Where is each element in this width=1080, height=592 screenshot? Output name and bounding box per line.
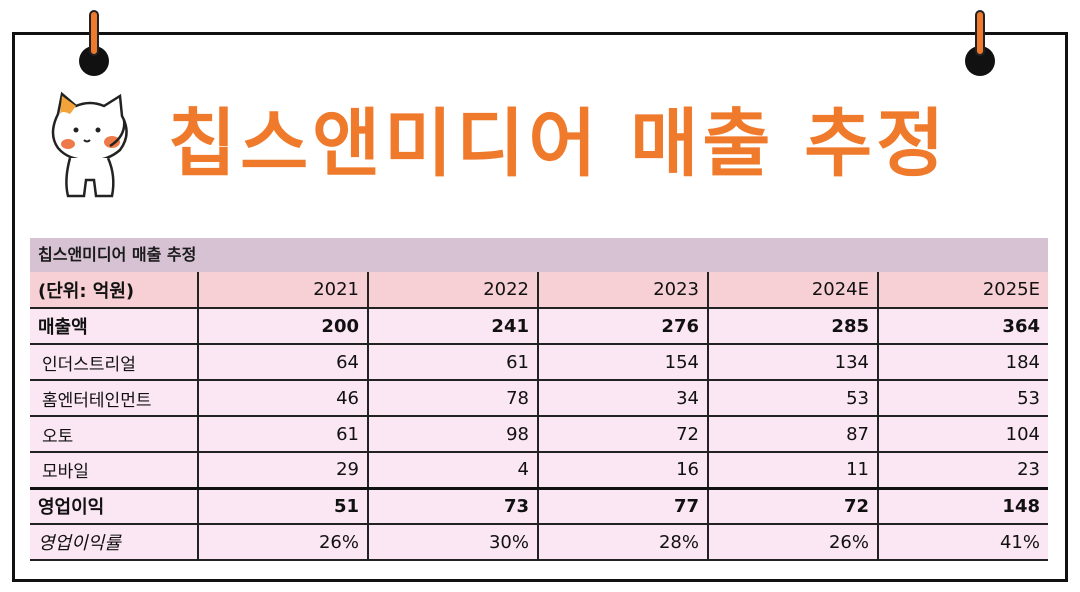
table-cell: 72 (537, 416, 708, 453)
year-header: 2022 (367, 272, 538, 309)
table-cell: 285 (707, 308, 878, 345)
table-cell: 11 (707, 452, 878, 490)
table-cell: 87 (707, 416, 878, 453)
table-cell: 46 (197, 380, 368, 417)
row-label: 모바일 (30, 452, 198, 490)
revenue-table: 칩스앤미디어 매출 추정 (단위: 억원) 2021 2022 2023 202… (30, 238, 1048, 561)
page-title: 칩스앤미디어 매출 추정 (168, 101, 949, 187)
row-label: 영업이익 (30, 488, 198, 525)
table-row-revenue: 매출액 200 241 276 285 364 (30, 308, 1048, 345)
table-row-mobile: 모바일 29 4 16 11 23 (30, 452, 1048, 490)
table-cell: 64 (197, 344, 368, 381)
table-cell: 53 (877, 380, 1048, 417)
table-cell: 78 (367, 380, 538, 417)
table-caption: 칩스앤미디어 매출 추정 (30, 238, 1048, 272)
row-label: 매출액 (30, 308, 198, 345)
table-cell: 72 (707, 488, 878, 525)
table-cell: 4 (367, 452, 538, 490)
binder-clip-icon (89, 10, 99, 56)
table-header-row: (단위: 억원) 2021 2022 2023 2024E 2025E (30, 272, 1048, 309)
table-cell: 26% (197, 524, 368, 561)
table-cell: 41% (877, 524, 1048, 561)
table-cell: 148 (877, 488, 1048, 525)
table-cell: 30% (367, 524, 538, 561)
table-cell: 26% (707, 524, 878, 561)
table-row-industrial: 인더스트리얼 64 61 154 134 184 (30, 344, 1048, 381)
table-cell: 200 (197, 308, 368, 345)
row-label: 홈엔터테인먼트 (30, 380, 198, 417)
year-header: 2024E (707, 272, 878, 309)
table-cell: 364 (877, 308, 1048, 345)
table-cell: 184 (877, 344, 1048, 381)
table-row-home-entertainment: 홈엔터테인먼트 46 78 34 53 53 (30, 380, 1048, 417)
year-header: 2023 (537, 272, 708, 309)
table-cell: 276 (537, 308, 708, 345)
binder-clip-icon (975, 10, 985, 56)
table-cell: 28% (537, 524, 708, 561)
table-cell: 134 (707, 344, 878, 381)
table-cell: 73 (367, 488, 538, 525)
table-cell: 98 (367, 416, 538, 453)
table-cell: 104 (877, 416, 1048, 453)
row-label: 영업이익률 (30, 524, 198, 561)
unit-label: (단위: 억원) (30, 272, 198, 309)
table-cell: 23 (877, 452, 1048, 490)
table-cell: 154 (537, 344, 708, 381)
table-row-auto: 오토 61 98 72 87 104 (30, 416, 1048, 453)
year-header: 2025E (877, 272, 1048, 309)
table-cell: 51 (197, 488, 368, 525)
table-cell: 61 (367, 344, 538, 381)
table-cell: 77 (537, 488, 708, 525)
row-label: 인더스트리얼 (30, 344, 198, 381)
cat-mascot-icon (51, 91, 128, 198)
table-row-operating-profit: 영업이익 51 73 77 72 148 (30, 488, 1048, 525)
table-cell: 29 (197, 452, 368, 490)
table-cell: 34 (537, 380, 708, 417)
table-cell: 241 (367, 308, 538, 345)
table-row-operating-margin: 영업이익률 26% 30% 28% 26% 41% (30, 524, 1048, 561)
table-cell: 61 (197, 416, 368, 453)
table-cell: 16 (537, 452, 708, 490)
table-cell: 53 (707, 380, 878, 417)
row-label: 오토 (30, 416, 198, 453)
year-header: 2021 (197, 272, 368, 309)
